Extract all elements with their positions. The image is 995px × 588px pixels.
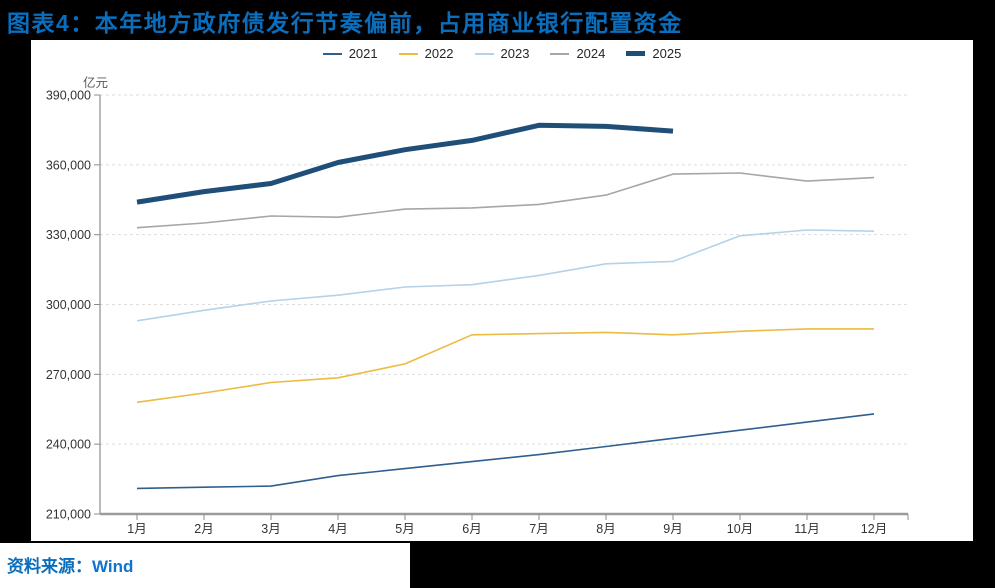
chart-legend: 2021 2022 2023 2024 2025 <box>31 46 973 61</box>
x-tick-label: 8月 <box>596 522 615 536</box>
legend-swatch-2021 <box>322 52 342 55</box>
x-tick-label: 7月 <box>529 522 548 536</box>
x-tick-label: 3月 <box>261 522 280 536</box>
series-line-2024 <box>136 172 875 229</box>
legend-label-2021: 2021 <box>348 46 378 61</box>
source-name: Wind <box>92 557 134 576</box>
legend-item-2021: 2021 <box>322 46 378 61</box>
legend-swatch-2025 <box>626 51 646 56</box>
x-tick-label: 10月 <box>727 522 753 536</box>
series-line-2021 <box>136 413 875 490</box>
legend-label-2025: 2025 <box>652 46 682 61</box>
series-line-2023 <box>136 229 875 322</box>
y-axis-unit-label: 亿元 <box>82 76 108 90</box>
x-tick-label: 5月 <box>395 522 414 536</box>
legend-item-2024: 2024 <box>550 46 605 61</box>
x-tick-label: 12月 <box>861 522 887 536</box>
legend-label-2022: 2022 <box>424 46 454 61</box>
y-tick-label: 210,000 <box>46 508 91 522</box>
y-tick-label: 330,000 <box>46 228 91 242</box>
chart-panel: 2021 2022 2023 2024 2025 亿元 210,000 240,000 27… <box>31 40 973 541</box>
x-tick-label: 4月 <box>328 522 347 536</box>
y-tick-label: 360,000 <box>46 158 91 172</box>
line-chart: 210,000 240,000 270,000 300,000 330,000 360,0… <box>46 89 909 536</box>
legend-swatch-2022 <box>398 52 418 55</box>
y-tick-label: 270,000 <box>46 368 91 382</box>
x-tick-label: 2月 <box>194 522 213 536</box>
y-tick-label: 240,000 <box>46 438 91 452</box>
legend-swatch-2023 <box>474 52 494 55</box>
legend-label-2023: 2023 <box>500 46 530 61</box>
series-line-2022 <box>136 328 874 404</box>
x-tick-label: 6月 <box>462 522 481 536</box>
y-tick-label: 300,000 <box>46 298 91 312</box>
source-note: 资料来源：Wind <box>7 552 133 577</box>
x-tick-label: 9月 <box>663 522 682 536</box>
legend-swatch-2024 <box>550 52 570 55</box>
x-tick-label: 1月 <box>127 522 146 536</box>
series-line-2025 <box>136 122 674 205</box>
legend-item-2025: 2025 <box>626 46 681 61</box>
legend-item-2022: 2022 <box>398 46 454 61</box>
legend-item-2023: 2023 <box>474 46 530 61</box>
chart-title: 图表4：本年地方政府债发行节奏偏前，占用商业银行配置资金 <box>7 10 683 36</box>
legend-label-2024: 2024 <box>576 46 606 61</box>
source-label: 资料来源： <box>7 557 92 576</box>
x-tick-label: 11月 <box>794 522 819 536</box>
source-area: 资料来源：Wind <box>0 543 410 588</box>
y-tick-label: 390,000 <box>46 89 91 103</box>
